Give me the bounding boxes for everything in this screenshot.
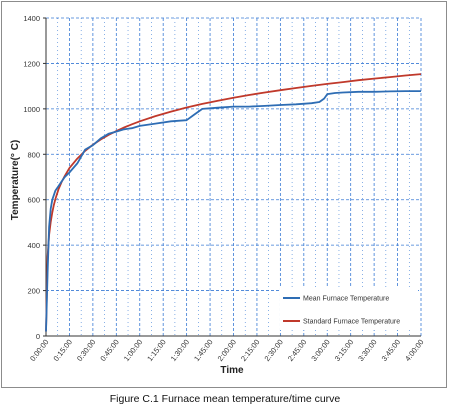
x-tick-label: 2:45:00	[286, 338, 309, 363]
x-tick-label: 2:15:00	[239, 338, 262, 363]
legend: Mean Furnace Temperature Standard Furnac…	[280, 288, 418, 330]
y-tick-label: 1400	[23, 14, 40, 23]
x-tick-label: 3:30:00	[356, 338, 379, 363]
x-tick-label: 0:15:00	[52, 338, 75, 363]
y-tick-label: 800	[27, 150, 40, 159]
x-tick-label: 1:15:00	[145, 338, 168, 363]
x-tick-label: 3:15:00	[333, 338, 356, 363]
x-tick-label: 0:30:00	[75, 338, 98, 363]
y-tick-label: 400	[27, 241, 40, 250]
y-tick-label: 600	[27, 196, 40, 205]
x-axis-title: Time	[220, 365, 244, 376]
y-tick-label: 1200	[23, 59, 40, 68]
y-tick-labels: 0 200 400 600 800 1000 1200 1400	[23, 14, 46, 341]
y-tick-label: 1000	[23, 105, 40, 114]
x-tick-label: 2:30:00	[262, 338, 285, 363]
legend-label-standard: Standard Furnace Temperature	[303, 319, 400, 326]
y-axis-title: Temperature(° C)	[10, 140, 21, 221]
x-tick-label: 0:45:00	[98, 338, 121, 363]
series	[45, 73, 422, 332]
axes	[45, 18, 421, 337]
x-tick-label: 2:00:00	[216, 338, 239, 363]
figure-caption: Figure C.1 Furnace mean temperature/time…	[109, 393, 341, 405]
series-line-standard-furnace-temperature	[45, 73, 422, 332]
x-tick-label: 0:00:00	[28, 338, 51, 363]
x-tick-label: 1:30:00	[169, 338, 192, 363]
legend-label-mean: Mean Furnace Temperature	[303, 296, 389, 303]
x-tick-label: 4:00:00	[403, 338, 426, 363]
y-tick-label: 200	[27, 287, 40, 296]
x-tick-label: 3:00:00	[309, 338, 332, 363]
x-tick-label: 1:00:00	[122, 338, 145, 363]
x-tick-labels: 0:00:00 0:15:00 0:30:00 0:45:00 1:00:00 1:15:…	[28, 338, 426, 363]
x-tick-label: 3:45:00	[380, 338, 403, 363]
legend-box	[280, 288, 418, 330]
y-tick-label: 0	[36, 332, 40, 341]
x-tick-label: 1:45:00	[192, 338, 215, 363]
line-chart: 0 200 400 600 800 1000 1200 1400 0:00:00 0:15:00…	[10, 14, 426, 376]
series-line-mean-furnace-temperature	[45, 90, 421, 332]
